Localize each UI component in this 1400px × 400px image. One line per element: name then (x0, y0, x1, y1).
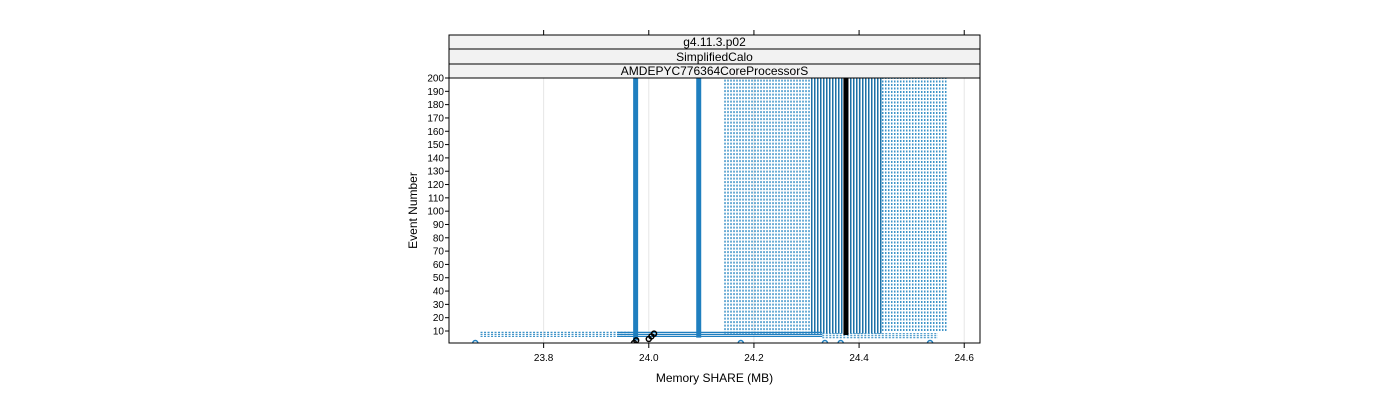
y-tick-label: 120 (427, 180, 444, 191)
y-tick-label: 60 (433, 260, 445, 271)
strip-2: SimplifiedCalo (448, 48, 981, 65)
series-point (472, 339, 479, 343)
y-tick-label: 90 (433, 220, 445, 231)
series-point (650, 330, 658, 337)
data-marks (472, 78, 947, 343)
y-tick-label: 170 (427, 113, 444, 124)
x-tick-label: 24.6 (954, 353, 974, 364)
y-tick-label: 180 (427, 100, 444, 111)
strip-3: AMDEPYC776364CoreProcessorS (448, 63, 981, 79)
y-tick-label: 20 (433, 313, 445, 324)
series-point (926, 339, 934, 343)
y-tick-label: 100 (427, 207, 444, 218)
panel-border (448, 77, 981, 344)
y-tick-label: 160 (427, 127, 444, 138)
y-tick-label: 130 (427, 167, 444, 178)
top-axis-ticks (543, 30, 965, 35)
y-tick-label: 30 (433, 300, 445, 311)
y-tick-label: 50 (433, 273, 445, 284)
strip-3-label: AMDEPYC776364CoreProcessorS (621, 64, 808, 78)
strip-1: g4.11.3.p02 (448, 34, 981, 50)
y-tick-label: 150 (427, 140, 444, 151)
x-axis: 23.8 24.0 24.2 24.4 24.6 (534, 343, 974, 364)
series-point (737, 339, 745, 343)
y-tick-label: 40 (433, 287, 445, 298)
y-axis: 10 20 30 40 50 60 70 80 90 100 110 120 130 140 150 160 1… (427, 74, 449, 338)
y-tick-label: 70 (433, 247, 445, 258)
y-tick-label: 10 (433, 327, 445, 338)
strip-2-label: SimplifiedCalo (676, 50, 753, 64)
y-axis-label: Event Number (406, 172, 420, 249)
x-axis-label: Memory SHARE (MB) (656, 371, 773, 385)
x-tick-label: 23.8 (534, 353, 554, 364)
strip-1-label: g4.11.3.p02 (683, 35, 746, 49)
x-tick-label: 24.4 (849, 353, 869, 364)
y-tick-label: 140 (427, 153, 444, 164)
series-point (821, 339, 829, 343)
x-tick-label: 24.0 (639, 353, 659, 364)
y-tick-label: 110 (428, 193, 444, 204)
y-tick-label: 80 (433, 233, 445, 244)
y-tick-label: 190 (427, 87, 444, 98)
series-point (837, 339, 844, 343)
x-tick-label: 24.2 (744, 353, 764, 364)
y-tick-label: 200 (427, 74, 444, 85)
